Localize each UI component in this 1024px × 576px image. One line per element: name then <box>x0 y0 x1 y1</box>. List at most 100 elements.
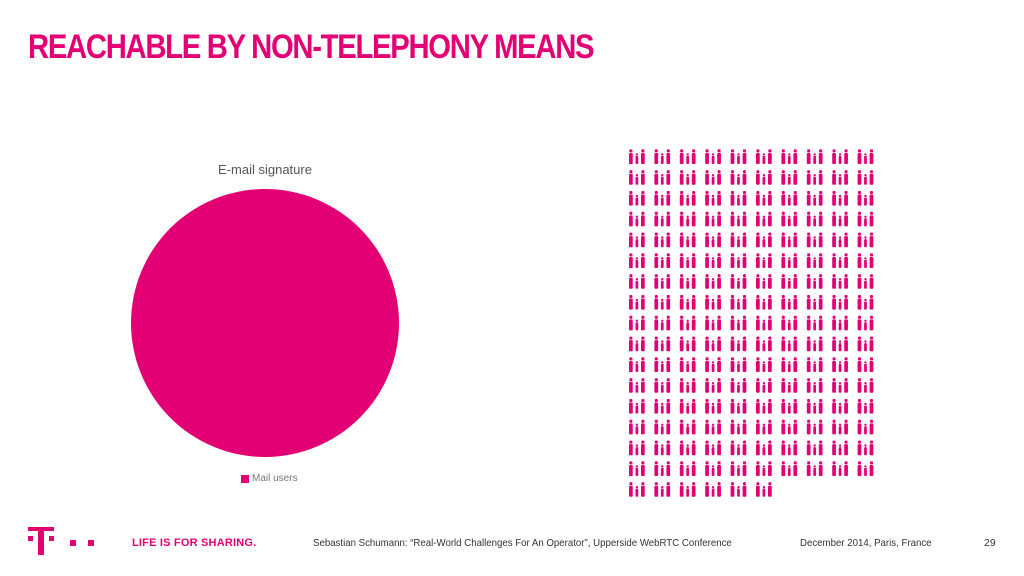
people-group-icon <box>756 461 772 476</box>
people-group-icon <box>832 336 848 352</box>
people-group-icon <box>654 149 671 164</box>
people-group-icon <box>629 440 645 456</box>
people-pictogram-grid <box>629 149 874 497</box>
people-group-icon <box>705 149 721 164</box>
legend-label-mail-users: Mail users <box>252 473 298 484</box>
people-group-icon <box>654 211 671 227</box>
people-group-icon <box>679 170 696 185</box>
people-group-icon <box>806 440 823 456</box>
people-group-icon <box>756 170 772 185</box>
people-group-icon <box>781 190 798 206</box>
people-group-icon <box>679 315 696 331</box>
people-group-icon <box>781 253 798 268</box>
people-group-icon <box>857 419 874 435</box>
people-group-icon <box>705 294 721 310</box>
people-group-icon <box>730 336 747 352</box>
people-group-icon <box>629 274 645 289</box>
people-group-icon <box>730 190 747 206</box>
people-group-icon <box>679 190 696 206</box>
people-group-icon <box>730 398 747 414</box>
people-group-icon <box>654 170 671 185</box>
people-group-icon <box>806 274 823 289</box>
people-group-icon <box>756 419 772 435</box>
people-group-icon <box>679 294 696 310</box>
logo-t-right-dot <box>49 536 54 541</box>
people-group-icon <box>705 190 721 206</box>
people-group-icon <box>806 149 823 164</box>
people-group-icon <box>730 440 747 456</box>
people-group-icon <box>832 398 848 414</box>
people-group-icon <box>705 440 721 456</box>
people-group-icon <box>654 190 671 206</box>
people-group-icon <box>832 232 848 248</box>
people-group-icon <box>705 274 721 289</box>
people-group-icon <box>705 315 721 331</box>
people-group-icon <box>679 274 696 289</box>
people-group-icon <box>832 315 848 331</box>
people-group-icon <box>629 482 645 497</box>
people-group-icon <box>857 440 874 456</box>
people-group-icon <box>806 419 823 435</box>
people-group-icon <box>756 294 772 310</box>
people-group-icon <box>857 357 874 372</box>
people-group-icon <box>857 315 874 331</box>
people-group-icon <box>730 315 747 331</box>
people-group-icon <box>832 211 848 227</box>
people-group-icon <box>832 419 848 435</box>
people-group-icon <box>629 211 645 227</box>
people-group-icon <box>806 294 823 310</box>
people-group-icon <box>654 398 671 414</box>
people-group-icon <box>679 419 696 435</box>
people-group-icon <box>705 482 721 497</box>
footer-citation: Sebastian Schumann: “Real-World Challeng… <box>313 537 732 549</box>
people-group-icon <box>806 190 823 206</box>
people-group-icon <box>629 357 645 372</box>
people-group-icon <box>679 253 696 268</box>
people-group-icon <box>730 482 747 497</box>
people-group-icon <box>730 419 747 435</box>
legend-swatch <box>241 474 249 483</box>
people-group-icon <box>654 482 671 497</box>
people-group-icon <box>730 232 747 248</box>
people-group-icon <box>857 253 874 268</box>
people-group-icon <box>806 357 823 372</box>
people-group-icon <box>857 294 874 310</box>
people-group-icon <box>679 149 696 164</box>
people-group-icon <box>705 378 721 393</box>
people-group-icon <box>781 440 798 456</box>
people-group-icon <box>679 232 696 248</box>
people-group-icon <box>857 378 874 393</box>
people-group-icon <box>756 398 772 414</box>
people-group-icon <box>756 378 772 393</box>
people-group-icon <box>629 419 645 435</box>
people-group-icon <box>705 398 721 414</box>
people-group-icon <box>806 211 823 227</box>
pie-slice-mail-users <box>131 189 399 457</box>
people-group-icon <box>679 398 696 414</box>
people-group-icon <box>679 211 696 227</box>
people-group-icon <box>832 170 848 185</box>
people-group-icon <box>629 336 645 352</box>
people-group-icon <box>654 419 671 435</box>
logo-t-stem <box>38 527 44 555</box>
people-group-icon <box>654 274 671 289</box>
people-group-icon <box>781 170 798 185</box>
footer-date-location: December 2014, Paris, France <box>800 537 932 549</box>
people-group-icon <box>654 440 671 456</box>
people-group-icon <box>857 211 874 227</box>
people-group-icon <box>654 461 671 476</box>
people-group-icon <box>629 149 645 164</box>
logo-t-left-dot <box>28 536 33 541</box>
people-group-icon <box>679 482 696 497</box>
people-group-icon <box>730 461 747 476</box>
people-group-icon <box>756 440 772 456</box>
people-group-icon <box>806 315 823 331</box>
people-group-icon <box>705 336 721 352</box>
people-group-icon <box>679 461 696 476</box>
people-group-icon <box>832 190 848 206</box>
footer-tagline: LIFE IS FOR SHARING. <box>132 537 257 549</box>
people-group-icon <box>756 253 772 268</box>
people-group-icon <box>781 419 798 435</box>
people-group-icon <box>857 461 874 476</box>
logo-dot-1 <box>70 540 76 546</box>
